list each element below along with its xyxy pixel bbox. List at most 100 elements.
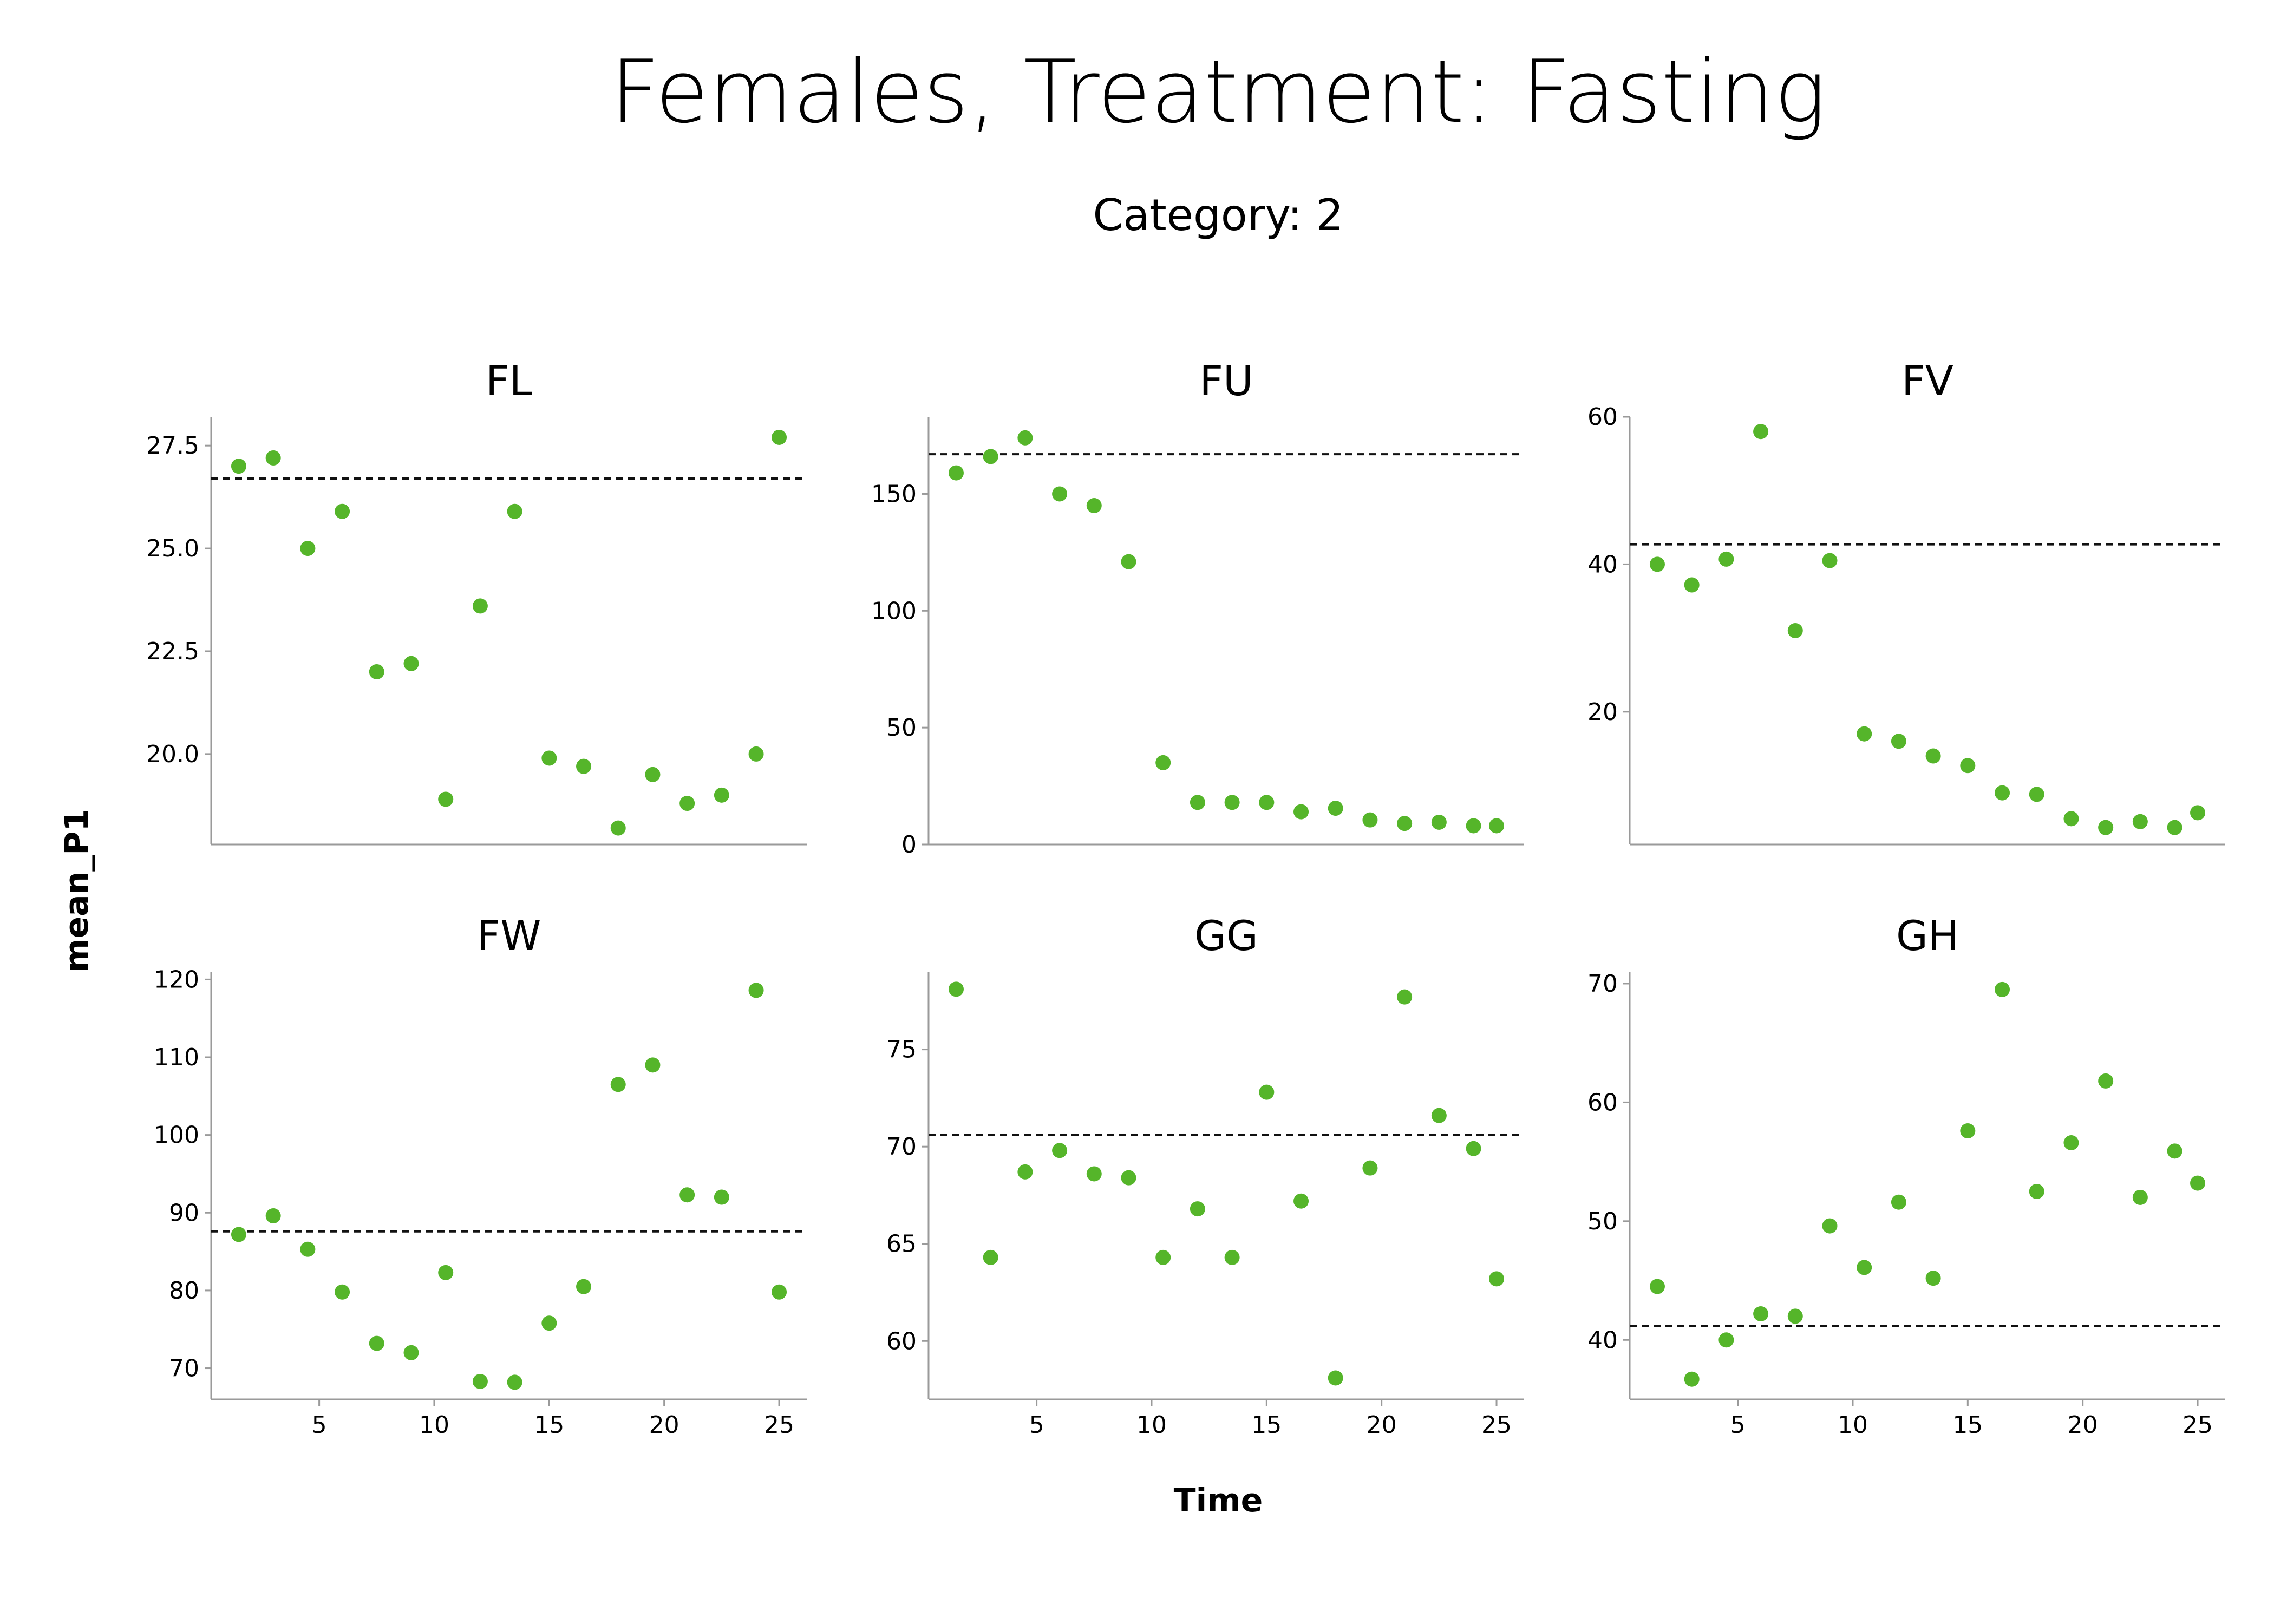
data-point bbox=[576, 758, 592, 774]
y-tick-label: 70 bbox=[169, 1355, 199, 1383]
data-point bbox=[438, 1265, 454, 1280]
y-tick-label: 100 bbox=[871, 597, 917, 625]
data-point bbox=[2063, 1135, 2079, 1150]
data-point bbox=[1293, 1193, 1309, 1209]
y-tick-label: 150 bbox=[871, 480, 917, 508]
data-point bbox=[2098, 1073, 2114, 1089]
x-tick-label: 5 bbox=[1730, 1411, 1746, 1439]
data-point bbox=[1822, 1218, 1838, 1234]
data-point bbox=[1857, 726, 1872, 742]
x-tick-label: 20 bbox=[1367, 1411, 1397, 1439]
data-point bbox=[983, 449, 998, 464]
x-tick-label: 15 bbox=[534, 1411, 564, 1439]
x-tick-label: 5 bbox=[312, 1411, 327, 1439]
y-tick-label: 20 bbox=[1587, 698, 1618, 726]
data-point bbox=[1293, 804, 1309, 820]
data-point bbox=[679, 1187, 695, 1203]
y-tick-label: 40 bbox=[1587, 1326, 1618, 1354]
data-point bbox=[1190, 795, 1205, 810]
data-point bbox=[1259, 1084, 1275, 1100]
facet-panels: FL 20.0 22.5 25.0 27.5 FU 0 50 100 150 FV 20 40 60 FW 7… bbox=[146, 357, 2225, 1439]
data-point bbox=[645, 1057, 661, 1073]
data-point bbox=[714, 1189, 729, 1205]
data-point bbox=[1787, 1308, 1803, 1324]
data-point bbox=[1190, 1201, 1205, 1217]
x-axis-label: Time bbox=[1174, 1482, 1263, 1520]
data-point bbox=[472, 1373, 488, 1389]
y-tick-label: 70 bbox=[886, 1133, 917, 1161]
x-tick-label: 10 bbox=[419, 1411, 449, 1439]
data-point bbox=[1224, 1249, 1240, 1265]
x-tick-label: 10 bbox=[1838, 1411, 1868, 1439]
data-point bbox=[1649, 556, 1665, 572]
y-tick-label: 90 bbox=[169, 1199, 199, 1227]
facet-panel-fu: FU 0 50 100 150 bbox=[871, 357, 1524, 859]
data-point bbox=[403, 656, 419, 671]
data-point bbox=[2167, 1143, 2182, 1159]
data-point bbox=[1995, 981, 2010, 997]
data-point bbox=[1121, 1170, 1136, 1186]
data-point bbox=[1224, 795, 1240, 810]
data-point bbox=[2029, 787, 2044, 802]
panel-title: FU bbox=[1199, 357, 1253, 405]
data-point bbox=[1753, 424, 1769, 440]
data-point bbox=[1397, 989, 1413, 1005]
x-tick-label: 10 bbox=[1136, 1411, 1167, 1439]
data-point bbox=[2029, 1183, 2044, 1199]
facet-panel-fv: FV 20 40 60 bbox=[1587, 357, 2225, 846]
data-point bbox=[772, 1284, 787, 1300]
data-point bbox=[1960, 758, 1976, 774]
data-point bbox=[679, 796, 695, 811]
panel-title: GG bbox=[1194, 912, 1258, 960]
data-point bbox=[1489, 818, 1505, 834]
data-point bbox=[1684, 1371, 1700, 1387]
data-point bbox=[1086, 498, 1102, 514]
y-tick-label: 50 bbox=[886, 714, 917, 742]
x-tick-label: 20 bbox=[649, 1411, 679, 1439]
data-point bbox=[1718, 1332, 1734, 1348]
x-tick-label: 25 bbox=[764, 1411, 794, 1439]
data-point bbox=[438, 791, 454, 807]
data-point bbox=[472, 598, 488, 614]
data-point bbox=[610, 1077, 626, 1092]
data-point bbox=[1466, 1141, 1481, 1156]
data-point bbox=[403, 1345, 419, 1360]
y-tick-label: 60 bbox=[886, 1327, 917, 1355]
data-point bbox=[1155, 1249, 1171, 1265]
data-point bbox=[645, 767, 661, 782]
data-point bbox=[2190, 1175, 2206, 1191]
facet-panel-gg: GG 60 65 70 75 5 10 15 20 25 bbox=[886, 912, 1524, 1439]
x-tick-label: 25 bbox=[2182, 1411, 2213, 1439]
data-point bbox=[1891, 734, 1906, 749]
panel-title: FV bbox=[1901, 357, 1953, 405]
data-point bbox=[231, 459, 246, 474]
y-tick-label: 0 bbox=[901, 831, 917, 859]
facet-panel-fw: FW 70 80 90 100 110 120 5 10 15 20 25 bbox=[154, 912, 807, 1439]
data-point bbox=[948, 981, 964, 997]
y-tick-label: 27.5 bbox=[146, 432, 199, 460]
data-point bbox=[2167, 820, 2182, 835]
data-point bbox=[541, 1315, 557, 1331]
data-point bbox=[1684, 577, 1700, 593]
data-point bbox=[2190, 805, 2206, 821]
figure-title: Females, Treatment: Fasting bbox=[610, 41, 1826, 142]
data-point bbox=[1925, 748, 1941, 764]
facet-panel-gh: GH 40 50 60 70 5 10 15 20 25 bbox=[1587, 912, 2225, 1439]
panel-title: FW bbox=[477, 912, 541, 960]
data-point bbox=[2132, 814, 2148, 829]
data-point bbox=[1328, 801, 1343, 816]
panel-title: GH bbox=[1896, 912, 1959, 960]
y-tick-label: 70 bbox=[1587, 970, 1618, 998]
data-point bbox=[1787, 623, 1803, 638]
data-point bbox=[1052, 1143, 1068, 1158]
data-point bbox=[369, 1335, 384, 1351]
data-point bbox=[1121, 554, 1136, 569]
y-tick-label: 22.5 bbox=[146, 638, 199, 665]
y-tick-label: 40 bbox=[1587, 551, 1618, 578]
data-point bbox=[610, 820, 626, 836]
y-tick-label: 20.0 bbox=[146, 741, 199, 768]
facet-panel-fl: FL 20.0 22.5 25.0 27.5 bbox=[146, 357, 807, 846]
data-point bbox=[335, 1284, 350, 1300]
data-point bbox=[300, 1241, 316, 1257]
